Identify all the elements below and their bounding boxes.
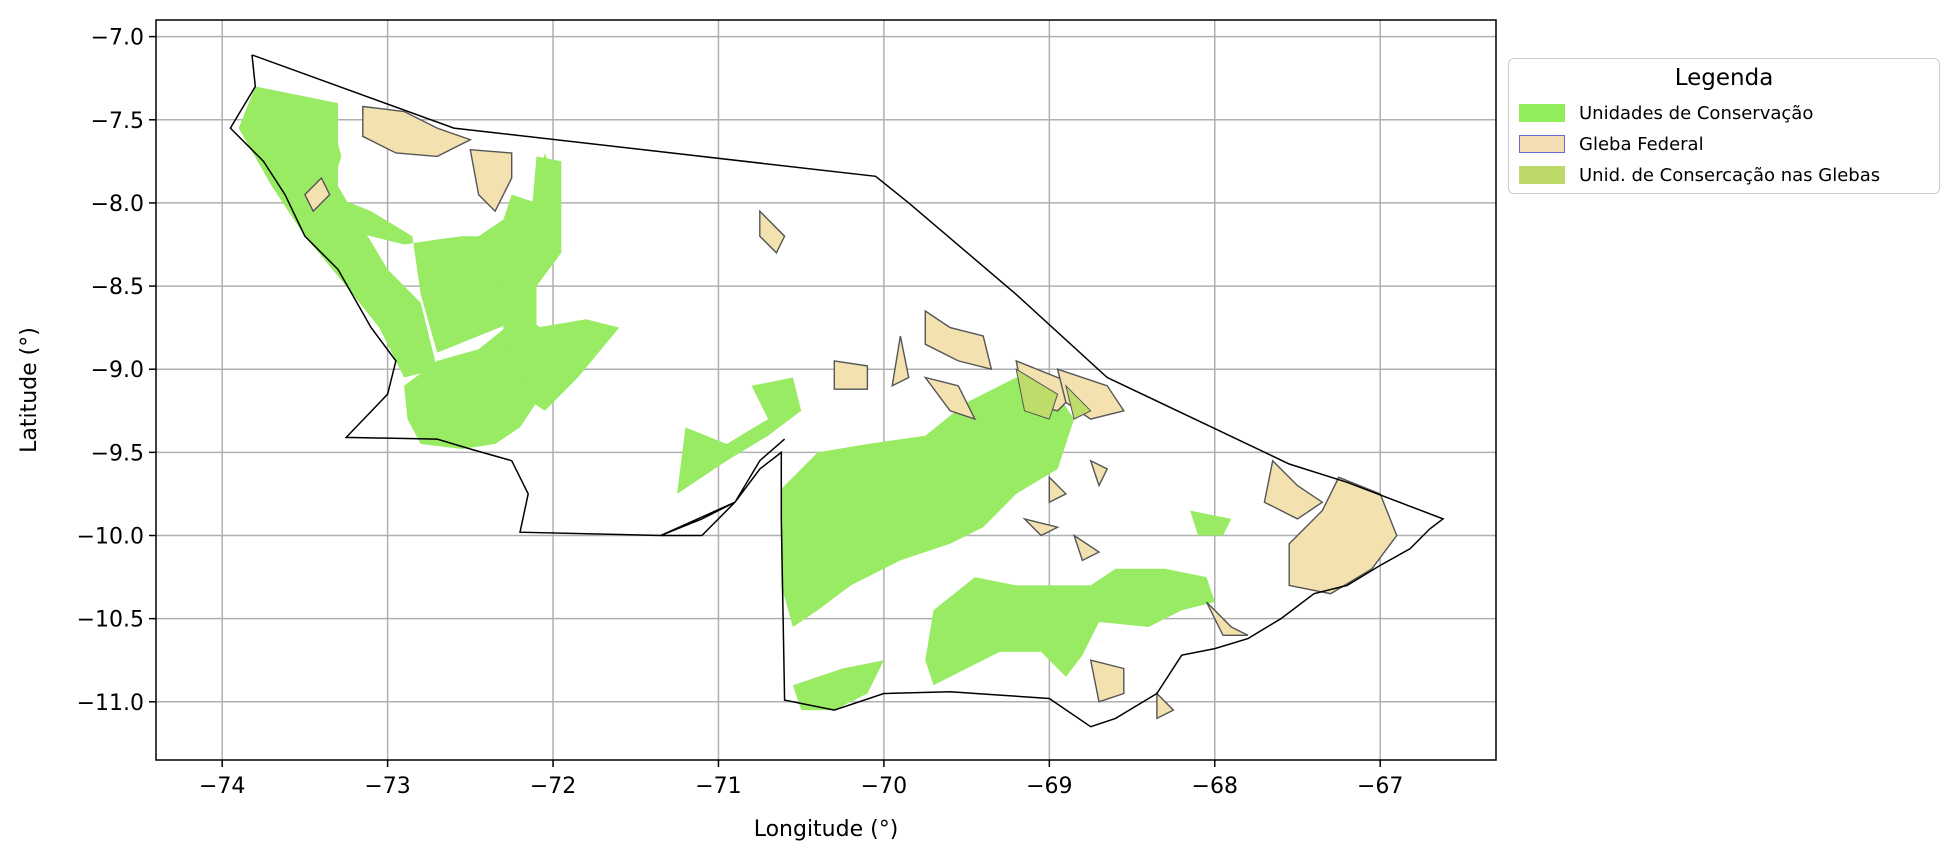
federal-gleba-11 [1091, 660, 1124, 702]
y-tick-label-7: −10.5 [77, 608, 144, 633]
gridlines [156, 20, 1496, 760]
x-tick-label-6: −68 [1192, 774, 1238, 799]
legend-swatch-overlap [1519, 166, 1565, 184]
x-tick-label-3: −71 [695, 774, 741, 799]
legend-label-gleba: Gleba Federal [1579, 134, 1704, 155]
federal-gleba-4 [834, 361, 867, 389]
federal-gleba-16 [1074, 536, 1099, 561]
federal-gleba-14 [1049, 477, 1066, 502]
x-axis-label: Longitude (°) [754, 817, 899, 842]
legend-entry-overlap: Unid. de Consercação nas Glebas [1519, 163, 1880, 187]
conservation-unit-8 [1190, 511, 1231, 536]
y-tick-label-0: −7.0 [91, 26, 144, 51]
y-axis-label: Latitude (°) [17, 327, 42, 453]
x-tick-label-1: −73 [364, 774, 410, 799]
y-tick-label-8: −11.0 [77, 691, 144, 716]
legend-title: Legenda [1509, 65, 1939, 91]
federal-gleba-1 [470, 150, 511, 212]
y-tick-label-6: −10.0 [77, 525, 144, 550]
federal-gleba-9 [1264, 461, 1322, 519]
federal-gleba-5 [892, 336, 909, 386]
y-tick-label-2: −8.0 [91, 192, 144, 217]
federal-gleba-17 [760, 211, 785, 253]
legend-entry-gleba: Gleba Federal [1519, 132, 1704, 156]
y-tick-label-1: −7.5 [91, 109, 144, 134]
legend: Legenda Unidades de Conservação Gleba Fe… [1508, 58, 1940, 194]
axes-frame [156, 20, 1496, 760]
x-tick-label-5: −69 [1026, 774, 1072, 799]
y-tick-label-3: −8.5 [91, 275, 144, 300]
x-tick-label-4: −70 [861, 774, 907, 799]
legend-label-overlap: Unid. de Consercação nas Glebas [1579, 165, 1880, 186]
x-tick-label-2: −72 [530, 774, 576, 799]
x-tick-label-7: −67 [1357, 774, 1403, 799]
y-tick-label-4: −9.0 [91, 358, 144, 383]
federal-gleba-12 [1157, 694, 1174, 719]
federal-gleba-15 [1025, 519, 1058, 536]
conservation-unit-6 [925, 569, 1215, 685]
conservation-unit-4 [677, 378, 801, 494]
y-tick-label-5: −9.5 [91, 441, 144, 466]
x-tick-label-0: −74 [199, 774, 245, 799]
legend-entry-conservation: Unidades de Conservação [1519, 101, 1813, 125]
federal-gleba-13 [1091, 461, 1108, 486]
legend-swatch-gleba [1519, 135, 1565, 153]
federal-gleba-3 [925, 311, 991, 369]
federal-gleba-6 [925, 378, 975, 420]
legend-label-conservation: Unidades de Conservação [1579, 103, 1813, 124]
conservation-unit-7 [793, 660, 884, 710]
legend-swatch-conservation [1519, 104, 1565, 122]
